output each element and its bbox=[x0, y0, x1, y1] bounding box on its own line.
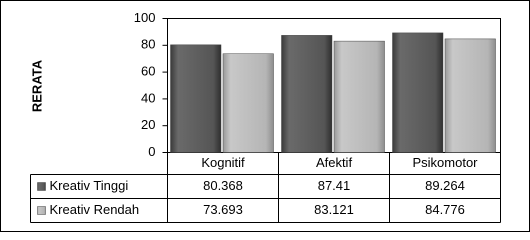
table-value: 80.368 bbox=[203, 178, 243, 193]
y-tick-label: 40 bbox=[141, 90, 155, 105]
table-value: 73.693 bbox=[203, 202, 243, 217]
bar bbox=[281, 35, 333, 153]
table-value: 89.264 bbox=[425, 178, 465, 193]
legend-key bbox=[37, 206, 46, 215]
bar bbox=[170, 44, 222, 153]
legend-key bbox=[37, 182, 46, 191]
x-tick-label: Afektif bbox=[316, 155, 353, 170]
x-tick-label: Psikomotor bbox=[412, 155, 478, 170]
table-value: 83.121 bbox=[314, 202, 354, 217]
x-tick-label: Kognitif bbox=[201, 155, 245, 170]
y-tick-label: 80 bbox=[141, 37, 155, 52]
bar bbox=[392, 32, 444, 153]
page: RERATA 0 20 40 60 80 100 Kognitif Afektif Psikom… bbox=[0, 0, 530, 232]
bar bbox=[333, 40, 385, 153]
legend-label: Kreativ Rendah bbox=[50, 202, 140, 217]
y-tick-label: 20 bbox=[141, 117, 155, 132]
table-value: 84.776 bbox=[425, 202, 465, 217]
bar bbox=[222, 53, 274, 153]
y-tick-label: 60 bbox=[141, 64, 155, 79]
y-tick-label: 0 bbox=[148, 144, 155, 159]
y-tick-label: 100 bbox=[134, 10, 156, 25]
y-axis-label: RERATA bbox=[29, 59, 44, 112]
legend-label: Kreativ Tinggi bbox=[50, 178, 129, 193]
chart: RERATA 0 20 40 60 80 100 Kognitif Afektif Psikom… bbox=[0, 0, 530, 232]
bar bbox=[444, 38, 496, 153]
table-value: 87.41 bbox=[318, 178, 351, 193]
